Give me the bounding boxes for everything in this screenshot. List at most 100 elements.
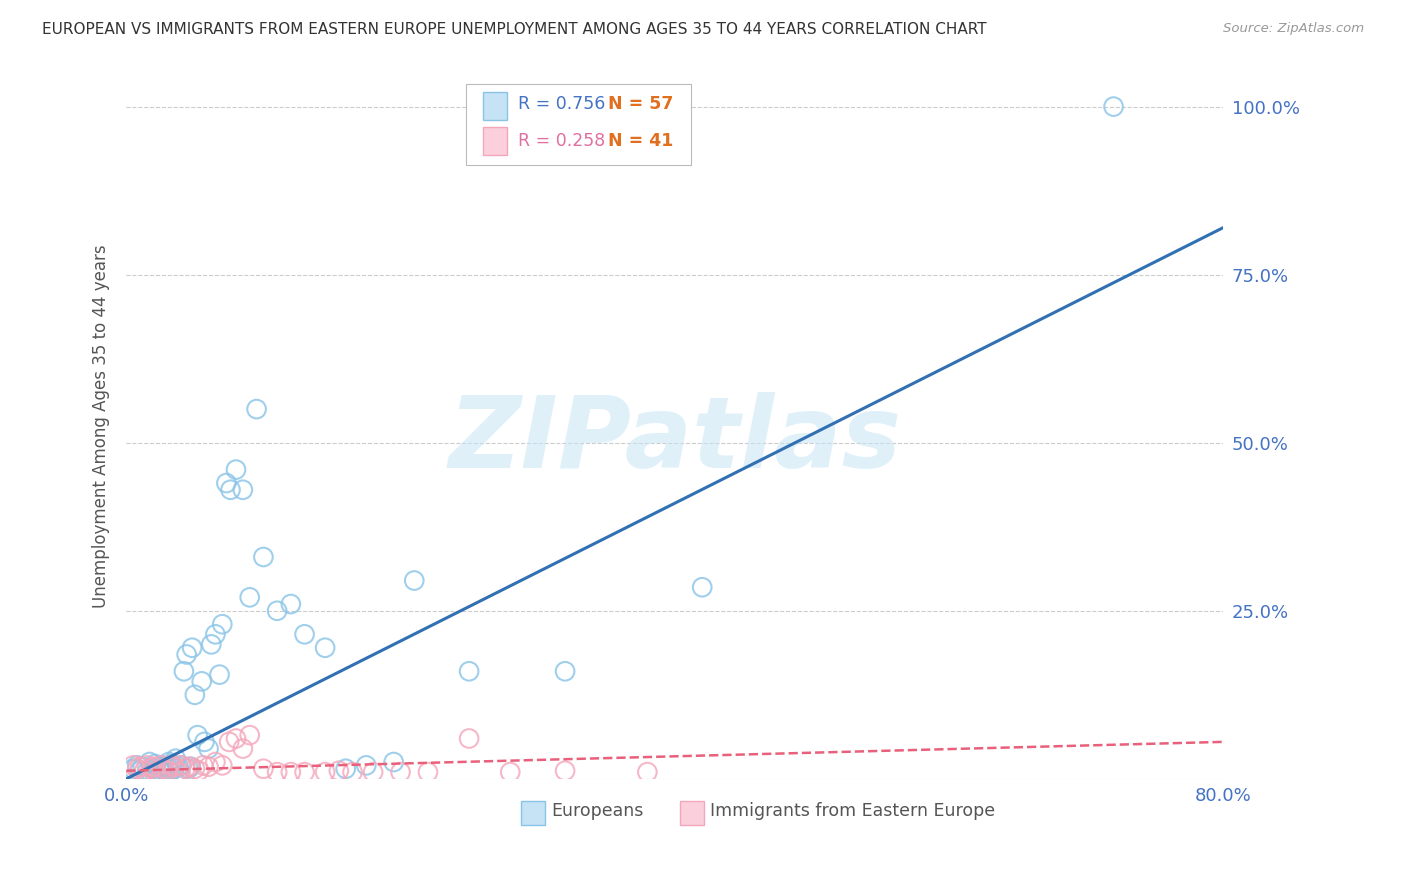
Point: [134, 764, 156, 778]
Point: [145, 765, 167, 780]
Point: [211, 617, 233, 632]
Point: [266, 604, 288, 618]
Point: [142, 762, 165, 776]
Point: [129, 760, 152, 774]
Point: [174, 762, 197, 776]
Point: [127, 758, 149, 772]
Point: [152, 762, 174, 776]
Point: [356, 758, 378, 772]
Point: [149, 765, 172, 780]
Point: [150, 758, 173, 772]
Point: [245, 402, 267, 417]
Point: [122, 758, 145, 772]
Point: [139, 762, 162, 776]
Point: [169, 764, 191, 778]
Point: [204, 627, 226, 641]
Point: [404, 574, 426, 588]
Point: [122, 762, 145, 776]
Point: [361, 765, 384, 780]
Point: [252, 762, 274, 776]
Point: [159, 765, 181, 780]
Point: [690, 580, 713, 594]
Point: [208, 667, 231, 681]
Point: [382, 755, 405, 769]
Point: [127, 762, 149, 776]
Point: [232, 483, 254, 497]
Point: [163, 762, 186, 776]
Point: [165, 752, 187, 766]
Point: [156, 764, 179, 778]
Point: [266, 765, 288, 780]
FancyBboxPatch shape: [482, 127, 508, 155]
Point: [499, 765, 522, 780]
Point: [239, 728, 262, 742]
Point: [191, 758, 214, 772]
Point: [179, 760, 201, 774]
Point: [177, 762, 200, 776]
Point: [139, 766, 162, 780]
Point: [132, 760, 155, 774]
Point: [148, 760, 170, 774]
Point: [389, 765, 412, 780]
Point: [200, 637, 222, 651]
Point: [225, 731, 247, 746]
Point: [145, 764, 167, 778]
Point: [180, 760, 202, 774]
FancyBboxPatch shape: [522, 801, 546, 825]
Text: ZIPatlas: ZIPatlas: [449, 392, 901, 489]
Point: [211, 758, 233, 772]
Point: [294, 765, 316, 780]
Point: [314, 640, 336, 655]
Point: [252, 549, 274, 564]
Point: [193, 735, 215, 749]
FancyBboxPatch shape: [482, 92, 508, 120]
Text: Immigrants from Eastern Europe: Immigrants from Eastern Europe: [710, 802, 995, 821]
Point: [184, 688, 207, 702]
Point: [190, 674, 212, 689]
Text: R = 0.756: R = 0.756: [517, 95, 606, 113]
Point: [335, 762, 357, 776]
Point: [156, 760, 179, 774]
Point: [232, 741, 254, 756]
Point: [219, 483, 242, 497]
Point: [314, 765, 336, 780]
Point: [135, 765, 157, 780]
Point: [135, 758, 157, 772]
FancyBboxPatch shape: [681, 801, 704, 825]
Point: [142, 760, 165, 774]
Point: [167, 765, 190, 780]
Point: [554, 665, 576, 679]
Point: [152, 762, 174, 776]
Text: EUROPEAN VS IMMIGRANTS FROM EASTERN EUROPE UNEMPLOYMENT AMONG AGES 35 TO 44 YEAR: EUROPEAN VS IMMIGRANTS FROM EASTERN EURO…: [42, 22, 987, 37]
Text: Europeans: Europeans: [551, 802, 643, 821]
Point: [554, 764, 576, 778]
Text: N = 41: N = 41: [607, 132, 673, 150]
Point: [218, 735, 240, 749]
Point: [458, 731, 481, 746]
Point: [197, 760, 219, 774]
Text: N = 57: N = 57: [607, 95, 673, 113]
Point: [225, 462, 247, 476]
Point: [239, 591, 262, 605]
Point: [188, 764, 211, 778]
Point: [1102, 99, 1125, 113]
Point: [215, 476, 238, 491]
Point: [181, 640, 204, 655]
Point: [149, 758, 172, 772]
Point: [204, 755, 226, 769]
Text: R = 0.258: R = 0.258: [517, 132, 605, 150]
Point: [153, 764, 176, 778]
Point: [197, 741, 219, 756]
Point: [143, 757, 166, 772]
Point: [328, 764, 350, 778]
Point: [173, 665, 195, 679]
FancyBboxPatch shape: [467, 84, 692, 165]
Point: [280, 765, 302, 780]
Point: [170, 758, 193, 772]
Y-axis label: Unemployment Among Ages 35 to 44 years: Unemployment Among Ages 35 to 44 years: [93, 244, 110, 607]
Point: [138, 755, 160, 769]
Point: [280, 597, 302, 611]
Point: [636, 765, 658, 780]
Point: [187, 728, 209, 742]
Point: [176, 648, 198, 662]
